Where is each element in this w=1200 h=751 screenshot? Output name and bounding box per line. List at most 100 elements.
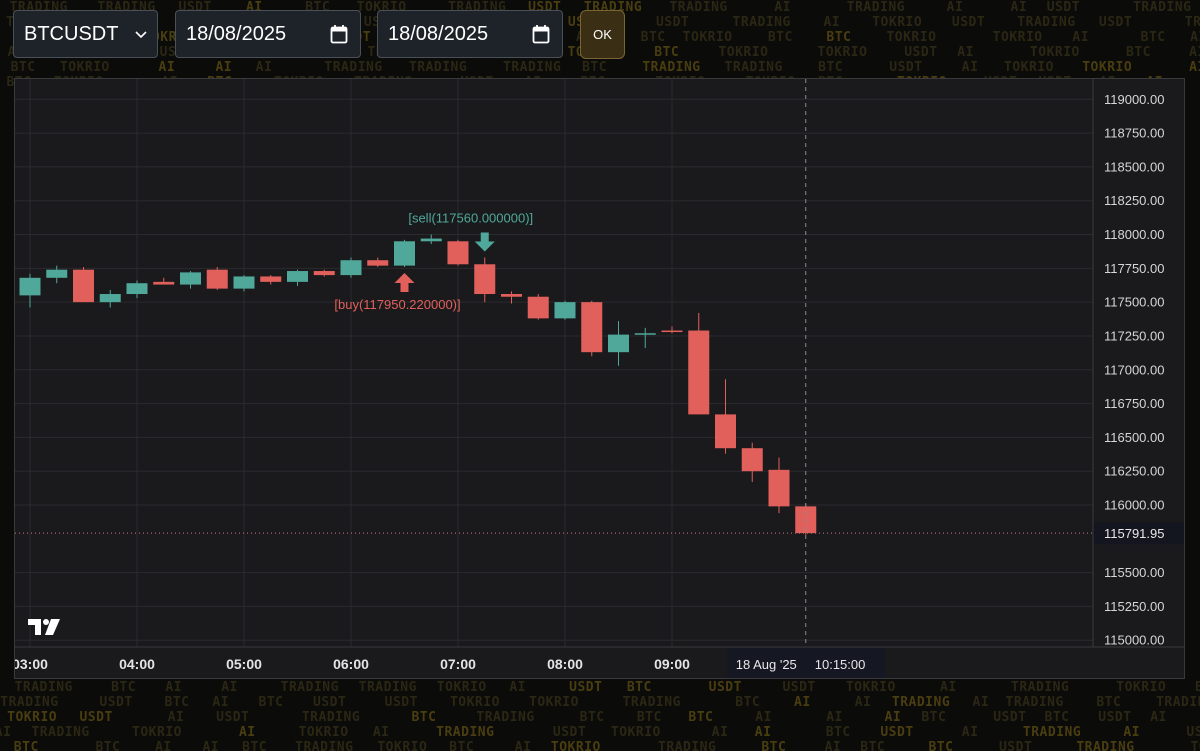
background-word: AI [155, 740, 172, 751]
background-word: BTC [626, 680, 652, 695]
background-word: TRADING [658, 740, 717, 751]
background-word: USDT [384, 695, 418, 710]
background-word: AI [372, 725, 390, 740]
background-word: AI [221, 680, 238, 695]
time-axis-label: 05:00 [226, 656, 262, 672]
price-axis-label: 116750.00 [1104, 396, 1165, 411]
candle-body [287, 271, 308, 282]
candle-body [233, 276, 255, 289]
background-word: USDT [993, 710, 1027, 725]
buy-marker-label: [buy(117950.220000)] [334, 297, 460, 312]
candle-body [554, 302, 576, 319]
background-word: USDT [655, 15, 690, 30]
candle-body [474, 264, 496, 295]
background-word: AI [711, 725, 729, 740]
candle-body [180, 272, 201, 285]
background-word: TRADING [642, 60, 701, 75]
background-word: TOKRIO [682, 30, 733, 45]
background-word: BTC [640, 30, 666, 45]
time-axis-label: 08:00 [547, 656, 583, 672]
background-word: BTC [928, 740, 954, 751]
background-word: AI [854, 695, 872, 710]
background-word: TRADING [301, 710, 361, 725]
background-word: AI [824, 740, 842, 751]
candle-body [99, 294, 121, 303]
background-word: TRADING [324, 60, 383, 75]
candlestick-chart[interactable]: 115000.00 115250.00 115500.00 116000.00 1162… [15, 79, 1185, 679]
background-word: BTC [1096, 695, 1122, 710]
background-word: AI [165, 680, 183, 695]
background-word: USDT [782, 680, 816, 695]
price-axis-label: 117250.00 [1104, 328, 1165, 343]
symbol-select[interactable]: BTCUSDT [13, 10, 158, 58]
background-word: USDT [951, 15, 986, 30]
background-word: BTC [767, 30, 793, 45]
background-word: AI [215, 60, 233, 75]
background-word: TRADING [358, 680, 417, 695]
background-word: TOKRIO [298, 725, 349, 740]
background-word: AI [212, 695, 230, 710]
background-word: USDT [1046, 0, 1081, 15]
background-word: USDT [552, 725, 587, 740]
candle-body [394, 241, 415, 266]
background-word: BTC [164, 695, 190, 710]
background-word: TRADING [476, 710, 535, 725]
price-axis-label: 116000.00 [1104, 498, 1165, 513]
candle-body [741, 448, 763, 472]
background-word: BTC [1195, 680, 1200, 695]
background-word: TRADING [14, 680, 73, 695]
background-word: AI [509, 680, 526, 695]
symbol-select-value: BTCUSDT [24, 22, 119, 45]
background-word: AI [238, 725, 256, 740]
time-axis-label: 03:00 [15, 656, 48, 672]
last-price-label-bg [1094, 522, 1184, 545]
candle-body [768, 469, 790, 507]
crosshair-time-label-bg [726, 648, 885, 678]
background-word: TOKRIO [817, 45, 868, 60]
start-date-input[interactable]: 18/08/2025 [175, 10, 361, 58]
end-date-input[interactable]: 18/08/2025 [377, 10, 563, 58]
price-axis-label: 115000.00 [1104, 633, 1165, 648]
background-word: AI [1150, 710, 1167, 725]
start-date-value: 18/08/2025 [186, 22, 287, 45]
background-word: AI [794, 695, 811, 710]
candle-body [420, 238, 442, 242]
chart-panel[interactable]: 115000.00 115250.00 115500.00 116000.00 1162… [14, 78, 1185, 679]
background-word: AI [823, 15, 841, 30]
candle-body [340, 260, 362, 276]
background-word: TOKRIO [550, 740, 601, 751]
background-word: AI [774, 0, 791, 15]
background-word: TRADING [280, 680, 339, 695]
background-word: AI [0, 725, 12, 740]
price-axis-label: 117500.00 [1104, 295, 1165, 310]
background-word: TRADING [1011, 680, 1070, 695]
price-axis-label: 118250.00 [1104, 193, 1165, 208]
background-word: TOKRIO [610, 725, 661, 740]
time-axis-label: 06:00 [333, 656, 369, 672]
background-word: BTC [10, 60, 36, 75]
sell-marker-label: [sell(117560.000000)] [408, 211, 533, 226]
background-word: AI [1189, 45, 1200, 60]
background-word: BTC [921, 710, 947, 725]
background-word: TRADING [1022, 725, 1082, 740]
background-word: BTC [449, 740, 475, 751]
candle-body [260, 276, 282, 282]
background-word: TOKRIO [992, 30, 1043, 45]
background-word: BTC [95, 740, 121, 751]
calendar-icon[interactable] [330, 24, 348, 44]
ok-button[interactable]: OK [580, 10, 625, 59]
candle-body [206, 269, 228, 289]
background-word: TRADING [1076, 740, 1135, 751]
calendar-icon[interactable] [532, 24, 550, 44]
background-word: AI [167, 710, 185, 725]
chevron-down-icon [135, 31, 147, 39]
background-word: BTC [654, 45, 680, 60]
time-axis-label: 09:00 [654, 656, 690, 672]
crosshair-time-label: 10:15:00 [815, 657, 866, 672]
price-axis-label: 115250.00 [1104, 599, 1165, 614]
background-word: AI [158, 60, 176, 75]
background-word: USDT [1098, 710, 1132, 725]
candle-body [581, 302, 603, 353]
background-word: TRADING [0, 695, 59, 710]
background-word: TRADING [1005, 695, 1064, 710]
